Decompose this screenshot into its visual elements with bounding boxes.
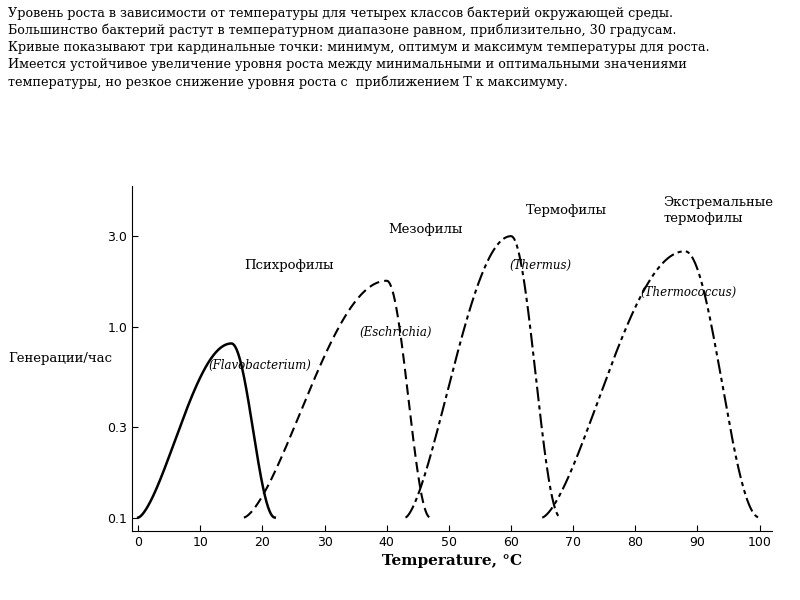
Text: (Eschrichia): (Eschrichia) [359, 326, 432, 339]
Text: (Flavobacterium): (Flavobacterium) [209, 359, 312, 372]
Text: Генерации/час: Генерации/час [8, 352, 112, 365]
Text: Мезофилы: Мезофилы [388, 223, 462, 236]
Text: (Thermus): (Thermus) [510, 259, 572, 272]
Text: Уровень роста в зависимости от температуры для четырех классов бактерий окружающ: Уровень роста в зависимости от температу… [8, 6, 710, 89]
Text: Психрофилы: Психрофилы [244, 259, 334, 272]
Text: (Thermococcus): (Thermococcus) [641, 286, 737, 299]
X-axis label: Temperature, °C: Temperature, °C [382, 554, 522, 568]
Text: Экстремальные
термофилы: Экстремальные термофилы [663, 196, 773, 226]
Text: Термофилы: Термофилы [526, 203, 606, 217]
